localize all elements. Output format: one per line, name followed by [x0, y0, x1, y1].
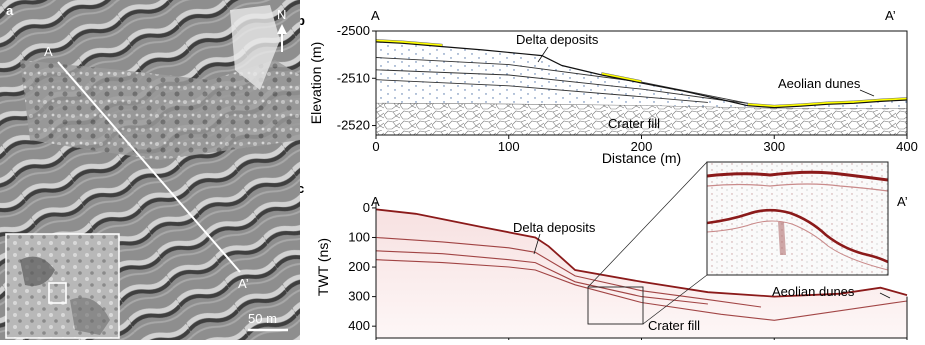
layer-boundary-2	[375, 69, 775, 108]
panel-bc-plots: b A A’ 0 100 200 300 400 -2500 -2510 -2520 Dista…	[297, 0, 925, 342]
b-ytick-label: -2500	[337, 23, 370, 38]
b-xtick-label: 0	[372, 139, 379, 154]
zoom-connector-bottom	[642, 274, 708, 325]
b-xtick-label: 300	[763, 139, 785, 154]
c-ytick-label: 200	[348, 259, 370, 274]
layer-boundary-1	[375, 57, 748, 104]
zoom-connector-top	[587, 161, 708, 288]
b-ylabel: Elevation (m)	[308, 42, 324, 124]
c-aeolian-leader	[879, 292, 891, 299]
b-xtick-label: 100	[498, 139, 520, 154]
inset-locator-box	[48, 282, 67, 304]
radar-subsurface-fill	[376, 209, 907, 338]
b-ytick-label: -2510	[337, 70, 370, 85]
b-aeolian-leader	[859, 89, 875, 97]
zoom-buried-reflector	[707, 208, 888, 264]
b-xtick-label: 400	[896, 139, 918, 154]
inset-ridge	[70, 297, 110, 335]
b-delta-leader	[537, 46, 549, 63]
crater-fill-area	[376, 102, 907, 135]
b-ytick-label: -2520	[337, 118, 370, 133]
panel-b-end-right: A’	[885, 8, 896, 23]
scale-bar-label: 50 m	[248, 311, 277, 326]
profile-b	[375, 39, 908, 135]
radar-reflector-4	[375, 259, 908, 321]
zoom-buried-echo	[707, 220, 888, 271]
c-ytick-label: 0	[363, 200, 370, 215]
panel-c-label: c	[300, 181, 304, 196]
b-delta-label: Delta deposits	[516, 32, 599, 47]
point-a-label: A	[44, 44, 53, 59]
rough-terrain	[20, 60, 300, 160]
b-xlabel: Distance (m)	[602, 150, 681, 166]
inset-crater-feature	[20, 256, 55, 286]
zoom-source-box	[587, 286, 644, 325]
radargram-c	[375, 208, 908, 338]
panel-c-end-left: A	[371, 194, 380, 209]
b-xtick-label: 200	[631, 139, 653, 154]
c-delta-label: Delta deposits	[513, 220, 596, 235]
north-arrow-head-icon	[277, 24, 287, 34]
c-delta-leader	[533, 233, 541, 255]
radar-reflector-3	[375, 250, 708, 305]
zoom-inset	[707, 162, 888, 275]
b-aeolian-label: Aeolian dunes	[778, 76, 861, 91]
zoom-vertical-artifact	[778, 222, 786, 255]
point-a-prime-label: A’	[238, 276, 249, 291]
c-crater-label: Crater fill	[648, 318, 700, 333]
plots-svg: b A A’ 0 100 200 300 400 -2500 -2510 -2520 Dista…	[297, 8, 918, 342]
panel-a-label: a	[6, 3, 14, 18]
surface-profile-line	[375, 41, 908, 109]
zoom-surface-reflector	[707, 170, 888, 182]
bright-outcrop	[230, 5, 280, 90]
zoom-surface-echo	[707, 183, 888, 192]
profile-b-axes: 0 100 200 300 400 -2500 -2510 -2520 Distance (m)…	[308, 23, 918, 166]
radargram-c-axes: 0 100 200 300 400 TWT (ns)	[315, 200, 908, 342]
panel-c-end-right: A’	[897, 194, 908, 209]
layer-boundary-3	[375, 79, 708, 103]
delta-deposits-area	[376, 41, 907, 109]
panel-b-label: b	[300, 13, 305, 28]
c-ytick-label: 400	[348, 318, 370, 333]
c-aeolian-label: Aeolian dunes	[772, 284, 855, 299]
b-crater-label: Crater fill	[608, 116, 660, 131]
c-ytick-label: 300	[348, 289, 370, 304]
panel-b-end-left: A	[371, 8, 380, 23]
radar-reflector-2	[375, 236, 762, 308]
hirise-image: N a A A’ 50 m	[0, 0, 300, 340]
c-ytick-label: 100	[348, 229, 370, 244]
radar-reflector-1	[375, 208, 908, 298]
transect-line	[57, 61, 241, 273]
c-ylabel: TWT (ns)	[315, 238, 331, 296]
panel-a-image: N a A A’ 50 m	[0, 0, 300, 340]
zoom-inset-frame	[706, 161, 889, 276]
north-label: N	[277, 7, 286, 22]
